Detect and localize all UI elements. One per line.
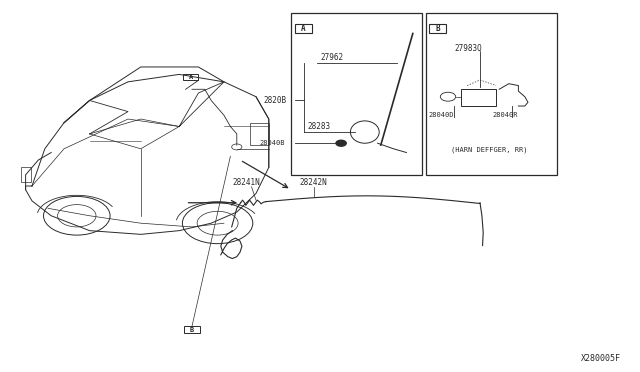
- Text: 28040R: 28040R: [493, 112, 518, 118]
- Text: 28040D: 28040D: [428, 112, 454, 118]
- Text: 27962: 27962: [320, 53, 343, 62]
- Bar: [429, 24, 446, 33]
- Text: B: B: [190, 327, 194, 333]
- Bar: [184, 326, 200, 333]
- Text: 28241N: 28241N: [232, 178, 260, 187]
- Text: 27983Q: 27983Q: [454, 44, 482, 53]
- Text: 28242N: 28242N: [300, 178, 328, 187]
- Text: A: A: [189, 74, 193, 80]
- Text: X280005F: X280005F: [581, 354, 621, 363]
- Bar: [21, 167, 31, 182]
- Text: B: B: [435, 24, 440, 33]
- Text: (HARN DEFFGER, RR): (HARN DEFFGER, RR): [451, 146, 528, 153]
- Bar: [426, 13, 557, 175]
- Bar: [291, 13, 422, 175]
- Text: A: A: [301, 24, 306, 33]
- Text: 2820B: 2820B: [263, 96, 286, 105]
- Circle shape: [336, 140, 346, 146]
- Bar: [295, 24, 312, 33]
- Bar: [461, 89, 496, 106]
- Text: 28283: 28283: [307, 122, 330, 131]
- Bar: [183, 74, 198, 80]
- Text: 28040B: 28040B: [259, 140, 285, 146]
- Bar: [250, 123, 269, 145]
